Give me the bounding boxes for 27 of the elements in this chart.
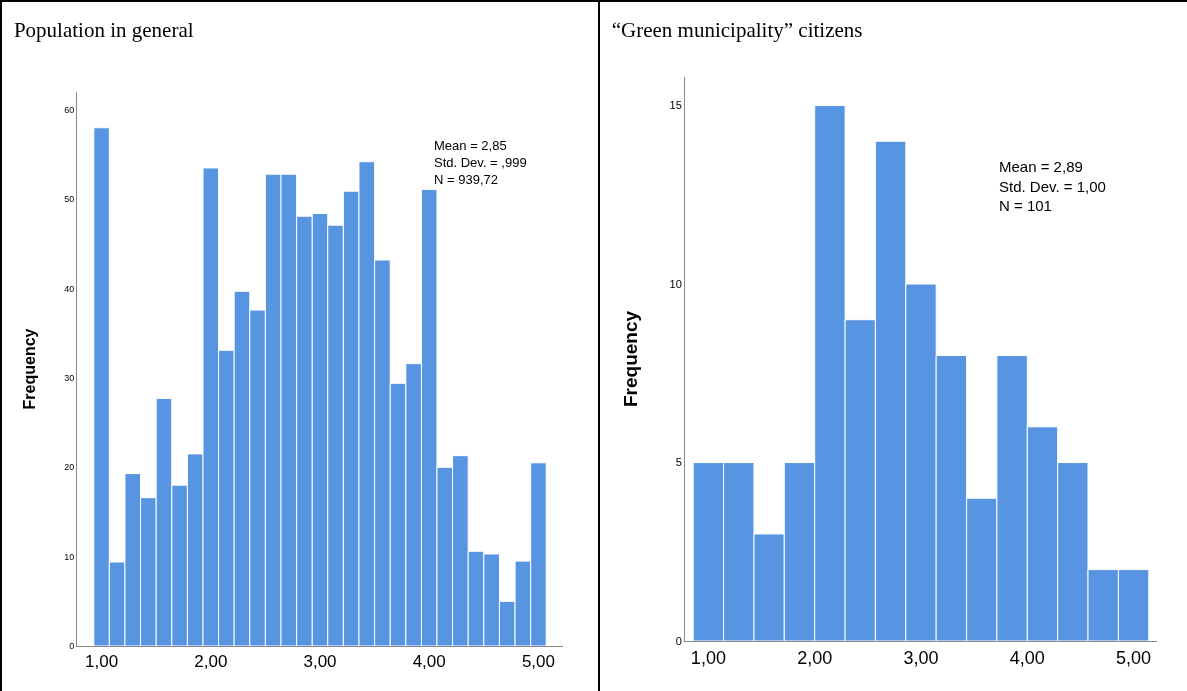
x-tick-label: 5,00	[521, 652, 555, 672]
y-axis-title: Frequency	[620, 310, 641, 408]
annotation: Mean = 2,85 Std. Dev. = ,999 N = 939,72	[434, 138, 527, 187]
y-tick-label: 40	[64, 283, 75, 294]
y-tick-label: 5	[675, 456, 682, 469]
y-axis-title: Frequency	[21, 328, 38, 410]
y-tick-label: 30	[64, 373, 75, 384]
x-tick-label: 1,00	[690, 647, 726, 668]
chart-title: “Green municipality” citizens	[611, 18, 863, 43]
y-tick-label: 0	[675, 634, 682, 647]
x-tick-label: 2,00	[194, 652, 228, 672]
x-tick-label: 3,00	[903, 647, 939, 668]
y-tick-label: 10	[669, 277, 682, 290]
y-tick-label: 20	[64, 462, 75, 473]
y-tick-label: 15	[669, 99, 682, 112]
annotation: Mean = 2,89 Std. Dev. = 1,00 N = 101	[999, 158, 1106, 214]
x-tick-label: 4,00	[1009, 647, 1045, 668]
x-tick-label: 3,00	[303, 652, 337, 672]
chart-title: Population in general	[13, 18, 194, 43]
x-tick-label: 5,00	[1116, 647, 1152, 668]
x-tick-label: 4,00	[412, 652, 446, 672]
x-tick-label: 1,00	[85, 652, 119, 672]
y-tick-label: 60	[64, 105, 75, 116]
y-tick-label: 10	[64, 551, 75, 562]
y-tick-label: 50	[64, 194, 75, 205]
x-tick-label: 2,00	[797, 647, 833, 668]
y-tick-label: 0	[69, 641, 75, 652]
